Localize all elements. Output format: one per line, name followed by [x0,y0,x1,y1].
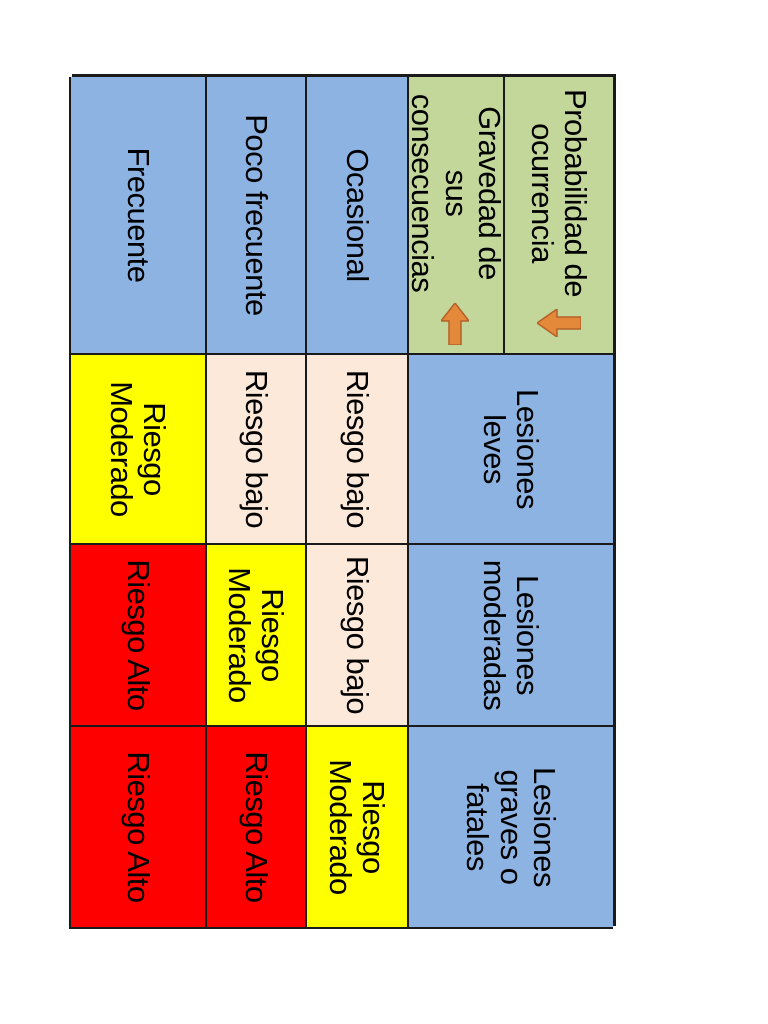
cell-ocasional-leves: Riesgo bajo [305,355,407,545]
col-header-label: Lesiones graves o fatales [460,766,563,888]
severity-header-label: Gravedad de sus consecuencias [407,93,503,293]
risk-level: Riesgo Alto [120,751,156,903]
cell-ocasional-graves: Riesgo Moderado [305,727,407,929]
arrow-left-icon [441,303,469,345]
severity-header: Gravedad de sus consecuencias [407,77,503,355]
risk-level: Riesgo bajo [339,555,375,715]
row-label-frecuente: Frecuente [69,77,205,355]
col-header-leves: Lesiones leves [407,355,613,545]
col-header-label: Lesiones leves [477,388,546,510]
col-header-graves: Lesiones graves o fatales [407,727,613,929]
risk-level: Riesgo Alto [238,751,274,903]
risk-level: Riesgo Moderado [323,759,392,895]
arrow-down-icon [537,309,581,337]
risk-level: Riesgo bajo [238,369,274,529]
risk-level: Riesgo bajo [339,369,375,529]
row-label-text: Frecuente [120,147,156,283]
risk-level: Riesgo Moderado [222,567,291,703]
probability-header-label: Probabilidad de ocurrencia [525,89,594,297]
risk-level: Riesgo Moderado [104,381,173,517]
cell-ocasional-moderadas: Riesgo bajo [305,545,407,727]
row-label-text: Poco frecuente [238,114,274,316]
cell-poco-frecuente-leves: Riesgo bajo [205,355,305,545]
cell-frecuente-moderadas: Riesgo Alto [69,545,205,727]
cell-poco-frecuente-moderadas: Riesgo Moderado [205,545,305,727]
row-label-text: Ocasional [339,148,375,282]
row-label-poco-frecuente: Poco frecuente [205,77,305,355]
probability-header: Probabilidad de ocurrencia [503,77,613,355]
risk-matrix: Probabilidad de ocurrencia Lesiones leve… [69,74,616,929]
cell-poco-frecuente-graves: Riesgo Alto [205,727,305,929]
row-label-ocasional: Ocasional [305,77,407,355]
cell-frecuente-graves: Riesgo Alto [69,727,205,929]
col-header-moderadas: Lesiones moderadas [407,545,613,727]
cell-frecuente-leves: Riesgo Moderado [69,355,205,545]
risk-level: Riesgo Alto [120,559,156,711]
col-header-label: Lesiones moderadas [477,559,546,711]
